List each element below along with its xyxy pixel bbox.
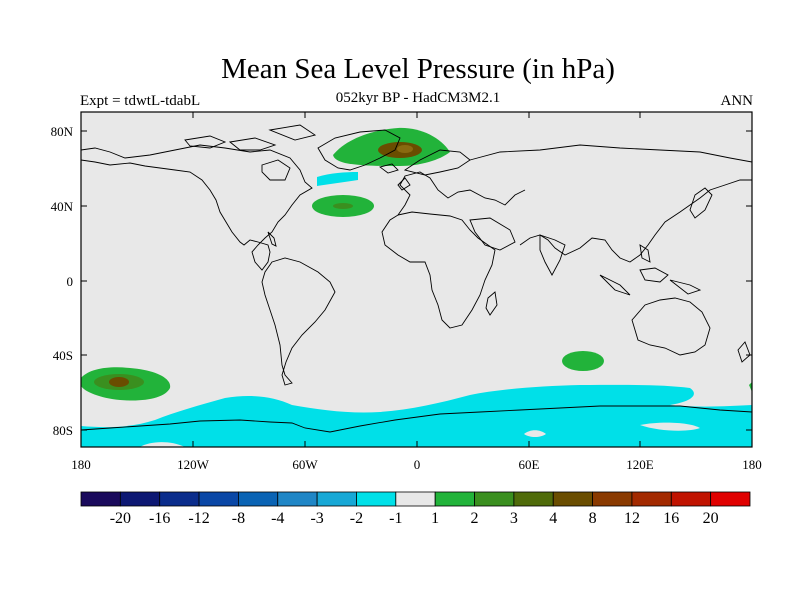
colorbar-swatch (552, 491, 593, 507)
borneo-coastline (639, 267, 669, 283)
colorbar-swatch (198, 491, 239, 507)
greenland-coastline (317, 129, 401, 171)
colorbar-label: -4 (271, 510, 284, 527)
north-atlantic-anomaly-core (333, 203, 353, 209)
colorbar-label: 12 (624, 510, 640, 527)
x-tick-label: 120E (626, 457, 654, 472)
arabia-coastline (469, 217, 516, 251)
y-axis-ticks (81, 130, 752, 431)
x-tick-label: 120W (177, 457, 210, 472)
x-tick-label: 60E (519, 457, 540, 472)
north-atlantic-negative-anomaly (317, 172, 358, 186)
colorbar-swatch (513, 491, 554, 507)
map-subtitle: 052kyr BP - HadCM3M2.1 (335, 90, 501, 106)
colorbar-label: 4 (549, 510, 557, 527)
colorbar-swatch (356, 491, 397, 507)
indian-ocean-positive-anomaly (562, 351, 604, 371)
y-tick-label: 80N (51, 124, 74, 139)
florida-coastline (267, 231, 277, 247)
x-tick-label: 180 (742, 457, 762, 472)
philippines-coastline (639, 244, 651, 263)
period-label: ANN (720, 93, 754, 109)
colorbar-label: -16 (149, 510, 170, 527)
colorbar-label: 2 (471, 510, 479, 527)
europe-coastline (397, 171, 526, 216)
sumatra-coastline (599, 274, 631, 296)
madagascar-coastline (485, 291, 498, 316)
x-tick-label: 0 (414, 457, 421, 472)
coastlines (81, 124, 752, 433)
x-tick-label: 60W (292, 457, 318, 472)
x-tick-label: 180 (71, 457, 91, 472)
y-tick-label: 0 (67, 274, 74, 289)
colorbar-label: 3 (510, 510, 518, 527)
y-tick-label: 40S (53, 348, 73, 363)
colorbar-labels: -20 -16 -12 -8 -4 -3 -2 -1 1 2 3 4 8 12 16 20 (110, 510, 719, 527)
x-axis-ticks (80, 112, 753, 447)
colorbar-swatch (434, 491, 475, 507)
antarctica-coastline (81, 405, 752, 433)
india-coastline (539, 234, 566, 276)
y-tick-label: 40N (51, 199, 74, 214)
australia-coastline (631, 297, 711, 356)
colorbar-label: 1 (431, 510, 439, 527)
colorbar-swatch (119, 491, 161, 507)
colorbar-swatch (159, 491, 200, 507)
colorbar-label: -12 (188, 510, 209, 527)
colorbar-swatch (395, 491, 436, 507)
colorbar (80, 491, 751, 507)
colorbar-swatch (670, 491, 712, 507)
anomaly-shading (81, 127, 752, 447)
british-isles-coastline (397, 177, 411, 191)
hudson-bay-coastline (261, 159, 291, 181)
colorbar-label: -1 (389, 510, 402, 527)
colorbar-swatch (631, 491, 672, 507)
japan-coastline (689, 187, 713, 219)
colorbar-swatch (316, 491, 357, 507)
colorbar-label: 20 (703, 510, 719, 527)
edge-anomaly (749, 382, 752, 392)
x-axis-labels: 180 120W 60W 0 60E 120E 180 (71, 457, 762, 472)
south-pacific-anomaly-core (109, 377, 129, 387)
colorbar-label: -20 (110, 510, 131, 527)
arctic-island-coastline (184, 135, 227, 149)
map-title: Mean Sea Level Pressure (in hPa) (221, 53, 615, 85)
colorbar-swatch (80, 491, 121, 507)
colorbar-label: -2 (350, 510, 363, 527)
iceland-coastline (378, 163, 399, 174)
colorbar-label: -8 (232, 510, 245, 527)
new-guinea-coastline (669, 279, 702, 295)
experiment-label: Expt = tdwtL-tdabL (80, 93, 201, 109)
greenland-anomaly-peak (397, 145, 413, 153)
colorbar-swatch (474, 491, 515, 507)
colorbar-label: 16 (663, 510, 679, 527)
arctic-island-coastline (228, 137, 277, 151)
y-tick-label: 80S (53, 423, 73, 438)
asia-coastline (469, 144, 752, 263)
south-america-coastline (261, 257, 336, 386)
africa-coastline (381, 211, 496, 329)
colorbar-label: 8 (589, 510, 597, 527)
north-america-coastline (81, 144, 313, 271)
colorbar-swatch (277, 491, 318, 507)
southern-ocean-negative-anomaly (81, 384, 752, 447)
arctic-island-coastline (268, 124, 317, 141)
band-gap (140, 442, 185, 447)
band-gap (640, 422, 700, 431)
colorbar-label: -3 (310, 510, 323, 527)
colorbar-swatch (592, 491, 633, 507)
band-gap (524, 430, 546, 437)
y-axis-labels: 80N 40N 0 40S 80S (51, 124, 74, 438)
colorbar-swatch (710, 491, 751, 507)
colorbar-swatch (238, 491, 279, 507)
